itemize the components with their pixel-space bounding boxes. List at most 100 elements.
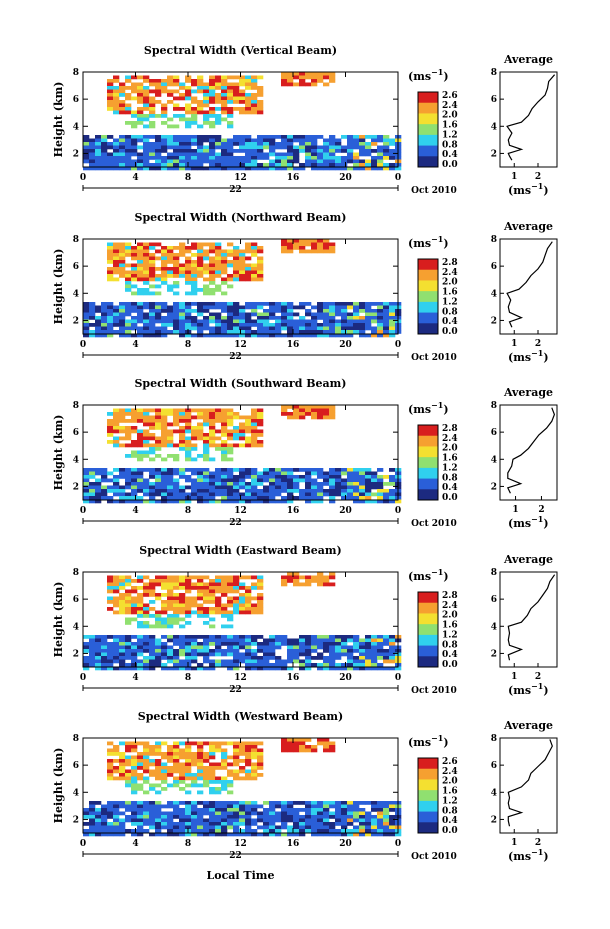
day-label: 22 <box>229 518 242 528</box>
y-tick-label: 8 <box>73 235 79 245</box>
colorbar-tick-label: 0.0 <box>442 160 458 170</box>
average-y-tick-label: 2 <box>491 482 497 492</box>
x-tick-label: 0 <box>395 506 401 516</box>
average-y-tick-label: 6 <box>491 95 497 105</box>
x-tick-label: 12 <box>234 673 247 683</box>
average-title: Average <box>503 220 553 233</box>
average-profile-line <box>506 74 556 161</box>
colorbar-unit-exponent: −1 <box>431 234 443 244</box>
colorbar-unit-close: ) <box>443 403 448 416</box>
colorbar-tick-label: 2.0 <box>442 444 458 454</box>
y-tick-label: 2 <box>73 649 79 659</box>
colorbar-tick-label: 2.8 <box>442 591 458 601</box>
x-tick-label: 20 <box>339 173 352 183</box>
panel-1: Spectral Width (Vertical Beam) 2 4 6 8 Height… <box>52 44 558 197</box>
average-profile-line <box>507 574 556 661</box>
heatmap-cells <box>83 405 402 504</box>
average-x-tick-label: 1 <box>511 838 517 848</box>
colorbar-tick-label: 2.0 <box>442 278 458 288</box>
colorbar-tick-label: 1.2 <box>442 297 458 307</box>
average-x-label-exponent: −1 <box>531 348 543 358</box>
x-tick-label: 0 <box>395 839 401 849</box>
colorbar-unit-close: ) <box>443 70 448 83</box>
heatmap-cells <box>83 738 402 837</box>
x-tick-label: 0 <box>80 673 86 683</box>
y-tick-label: 4 <box>73 455 79 465</box>
colorbar-tick-label: 0.4 <box>442 150 458 160</box>
day-label: 22 <box>229 352 242 362</box>
average-x-tick-label: 2 <box>535 172 541 182</box>
y-tick-label: 8 <box>73 734 79 744</box>
panel-2: Spectral Width (Northward Beam) 2 4 6 8 Heigh… <box>52 211 558 364</box>
average-x-label-close: ) <box>543 351 548 364</box>
day-label: 22 <box>229 851 242 861</box>
average-title: Average <box>503 386 553 399</box>
average-profile-line <box>507 739 553 827</box>
colorbar-tick-label: 0.8 <box>442 640 458 650</box>
y-tick-label: 2 <box>73 316 79 326</box>
y-tick-label: 2 <box>73 815 79 825</box>
x-tick-label: 0 <box>80 839 86 849</box>
y-axis-label: Height (km) <box>52 582 65 658</box>
colorbar-tick-label: 2.4 <box>442 767 458 777</box>
colorbar-unit: (ms−1) <box>408 733 449 749</box>
panel-4: Spectral Width (Eastward Beam) 2 4 6 8 Height… <box>52 544 558 697</box>
x-tick-label: 0 <box>395 673 401 683</box>
colorbar-tick-label: 2.6 <box>442 91 458 101</box>
average-y-tick-label: 6 <box>491 761 497 771</box>
colorbar-unit-close: ) <box>443 736 448 749</box>
average-y-tick-label: 8 <box>491 734 497 744</box>
x-tick-label: 4 <box>132 839 138 849</box>
local-time-label: Local Time <box>207 869 275 882</box>
colorbar-tick-label: 1.6 <box>442 787 458 797</box>
average-x-label: (ms−1) <box>508 348 549 364</box>
y-tick-label: 6 <box>73 595 79 605</box>
y-tick-label: 4 <box>73 289 79 299</box>
y-tick-label: 6 <box>73 95 79 105</box>
panel-5: Spectral Width (Westward Beam) 2 4 6 8 Height… <box>52 710 558 863</box>
average-x-label-base: (ms <box>508 850 531 863</box>
average-x-tick-label: 2 <box>538 505 544 515</box>
average-x-tick-label: 1 <box>512 505 518 515</box>
colorbar-tick-label: 1.6 <box>442 621 458 631</box>
colorbar-tick-label: 0.8 <box>442 806 458 816</box>
month-label: Oct 2010 <box>411 519 457 529</box>
y-tick-label: 4 <box>73 622 79 632</box>
colorbar-tick-label: 0.8 <box>442 140 458 150</box>
average-y-tick-label: 4 <box>491 289 497 299</box>
x-tick-label: 4 <box>132 340 138 350</box>
colorbar-tick-label: 0.0 <box>442 660 458 670</box>
x-tick-label: 0 <box>80 506 86 516</box>
y-axis-label: Height (km) <box>52 748 65 824</box>
colorbar-tick-label: 2.6 <box>442 757 458 767</box>
average-y-tick-label: 4 <box>491 622 497 632</box>
average-y-tick-label: 8 <box>491 568 497 578</box>
colorbar-tick-label: 1.2 <box>442 630 458 640</box>
average-y-tick-label: 8 <box>491 235 497 245</box>
y-tick-label: 2 <box>73 482 79 492</box>
y-axis-label: Height (km) <box>52 249 65 325</box>
x-tick-label: 16 <box>287 839 300 849</box>
colorbar-unit: (ms−1) <box>408 567 449 583</box>
average-y-tick-label: 4 <box>491 455 497 465</box>
colorbar-tick-label: 0.4 <box>442 483 458 493</box>
colorbar-tick-label: 1.2 <box>442 796 458 806</box>
x-tick-label: 12 <box>234 839 247 849</box>
average-y-tick-label: 6 <box>491 262 497 272</box>
colorbar-tick-label: 0.4 <box>442 816 458 826</box>
day-label: 22 <box>229 185 242 195</box>
average-x-tick-label: 1 <box>511 672 517 682</box>
y-tick-label: 2 <box>73 149 79 159</box>
average-y-tick-label: 8 <box>491 68 497 78</box>
average-x-label-base: (ms <box>508 684 531 697</box>
x-tick-label: 0 <box>80 173 86 183</box>
colorbar-tick-label: 0.0 <box>442 493 458 503</box>
colorbar-unit: (ms−1) <box>408 400 449 416</box>
colorbar-unit-base: (ms <box>408 237 431 250</box>
average-profile-line <box>506 241 553 328</box>
colorbar-tick-label: 2.8 <box>442 424 458 434</box>
colorbar-tick-label: 0.0 <box>442 327 458 337</box>
average-title: Average <box>503 553 553 566</box>
x-tick-label: 12 <box>234 173 247 183</box>
